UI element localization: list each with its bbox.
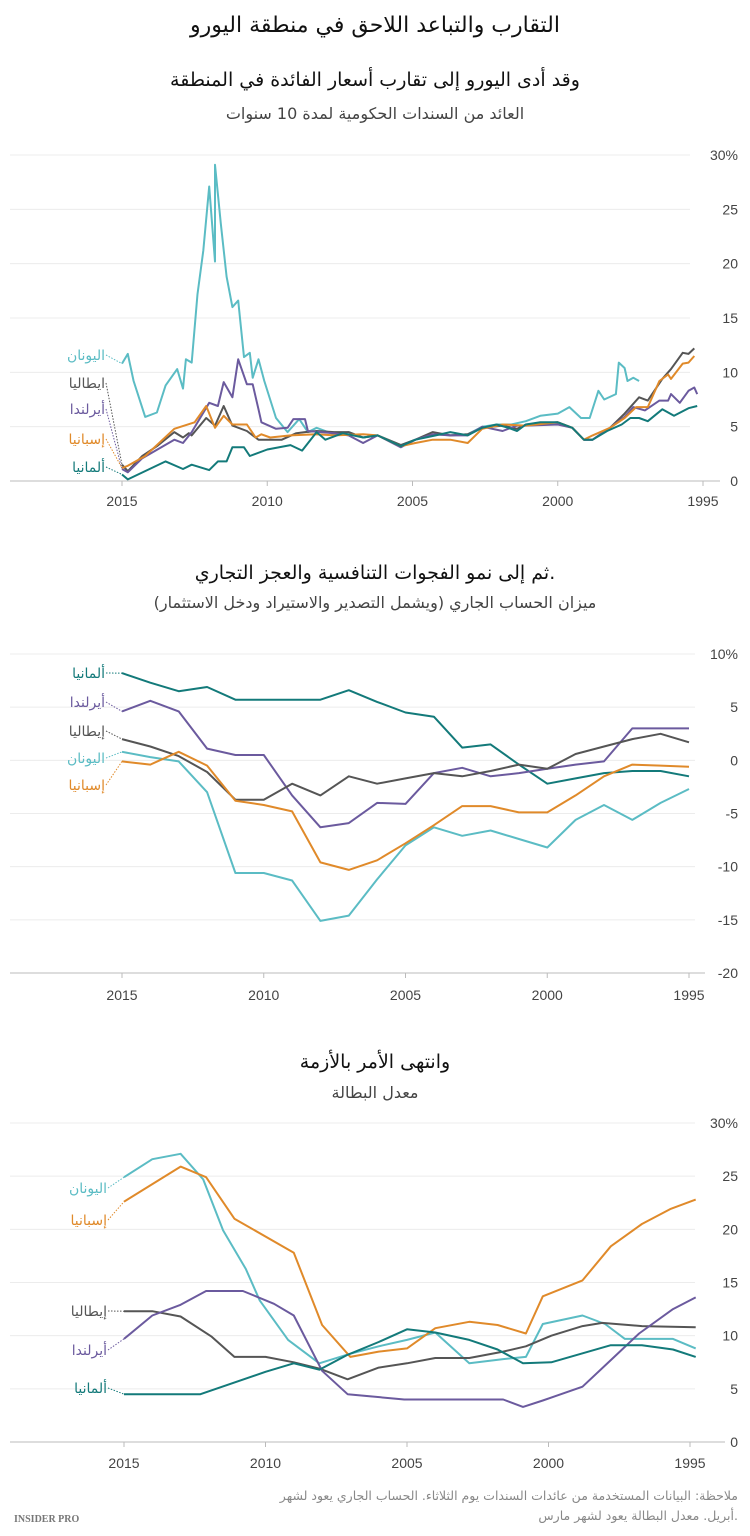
y-tick-label: 30% <box>710 1115 738 1131</box>
y-tick-label: 15 <box>722 1275 738 1291</box>
y-tick-label: 20 <box>722 1221 738 1237</box>
series-label-germany: ألمانيا <box>72 458 105 476</box>
label-leader-line <box>107 1338 125 1351</box>
y-tick-label: 0 <box>730 1434 738 1450</box>
bond-yield-chart: وقد أدى اليورو إلى تقارب أسعار الفائدة ف… <box>10 67 738 509</box>
label-leader-line <box>105 730 123 740</box>
label-leader-line <box>105 382 123 465</box>
chart-subtitle: معدل البطالة <box>332 1083 419 1102</box>
label-leader-line <box>105 354 123 365</box>
insider-pro-logo: INSIDER PRO <box>14 1514 80 1525</box>
series-label-germany: ألمانيا <box>72 664 105 682</box>
x-tick-label: 1995 <box>687 493 718 509</box>
y-tick-label: 10 <box>722 1328 738 1344</box>
series-label-ireland: أيرلندا <box>70 693 105 711</box>
y-tick-label: 5 <box>730 419 738 435</box>
series-line-italy <box>121 732 690 801</box>
unemployment-chart: وانتهى الأمر بالأزمة معدل البطالة 30% 25 2… <box>10 1050 738 1471</box>
label-leader-line <box>105 438 123 469</box>
label-leader-line <box>107 1176 125 1189</box>
x-tick-label: 2010 <box>252 493 283 509</box>
series-line-ireland <box>123 1290 697 1408</box>
x-tick-label: 2000 <box>532 987 563 1003</box>
y-tick-label: 0 <box>730 752 738 768</box>
series-label-spain: إسبانيا <box>71 1213 108 1229</box>
series-label-spain: إسبانيا <box>69 432 106 448</box>
series-label-greece: اليونان <box>67 751 105 767</box>
series-line-germany <box>121 672 690 785</box>
label-leader-line <box>105 466 123 475</box>
series-label-italy: إيطاليا <box>69 724 105 740</box>
footnote-line-2: أبريل. معدل البطالة يعود لشهر مارس. <box>538 1507 738 1524</box>
label-leader-line <box>105 761 123 786</box>
series-label-italy: ايطاليا <box>69 376 105 392</box>
x-tick-label: 2010 <box>250 1455 281 1471</box>
x-tick-label: 1995 <box>673 987 704 1003</box>
x-tick-label: 2000 <box>533 1455 564 1471</box>
series-label-italy: إيطاليا <box>71 1304 107 1320</box>
y-tick-label: 5 <box>730 1381 738 1397</box>
chart-subtitle: ميزان الحساب الجاري (ويشمل التصدير والاس… <box>154 593 597 613</box>
y-tick-label: 10 <box>722 364 738 380</box>
current-account-chart: ثم إلى نمو الفجوات التنافسية والعجز التج… <box>10 562 738 1003</box>
y-tick-label: -10 <box>718 859 738 875</box>
chart-title: ثم إلى نمو الفجوات التنافسية والعجز التج… <box>195 562 555 585</box>
label-leader-line <box>105 701 123 712</box>
chart-title: وانتهى الأمر بالأزمة <box>300 1050 450 1073</box>
y-tick-label: 10% <box>710 646 738 662</box>
series-label-ireland: أيرلندا <box>70 400 105 418</box>
series-label-greece: اليونان <box>69 1181 107 1197</box>
x-tick-label: 2005 <box>390 987 421 1003</box>
x-tick-label: 2005 <box>397 493 428 509</box>
label-leader-line <box>107 1201 125 1221</box>
x-tick-label: 2015 <box>106 987 137 1003</box>
x-tick-label: 2015 <box>108 1455 139 1471</box>
series-label-ireland: أيرلندا <box>72 1341 107 1359</box>
x-tick-label: 2000 <box>542 493 573 509</box>
series-line-ireland <box>121 358 699 474</box>
series-line-spain <box>121 750 690 871</box>
label-leader-line <box>105 751 123 759</box>
footnote-line-1: ملاحظة: البيانات المستخدمة من عائدات الس… <box>279 1488 738 1504</box>
y-tick-label: 5 <box>730 699 738 715</box>
figure-title: التقارب والتباعد اللاحق في منطقة اليورو <box>189 13 560 38</box>
y-tick-label: 20 <box>722 256 738 272</box>
series-line-spain <box>121 355 696 469</box>
series-line-germany <box>124 1328 697 1396</box>
y-tick-label: -5 <box>726 806 739 822</box>
series-label-greece: اليونان <box>67 348 105 364</box>
x-tick-label: 2005 <box>391 1455 422 1471</box>
series-line-greece <box>123 1152 697 1365</box>
y-tick-label: -15 <box>718 912 738 928</box>
y-tick-label: 0 <box>730 473 738 489</box>
y-tick-label: 30% <box>710 147 738 163</box>
y-tick-label: -20 <box>718 965 738 981</box>
series-line-greece <box>121 163 640 447</box>
y-tick-label: 25 <box>722 1168 738 1184</box>
series-line-germany <box>121 405 698 481</box>
chart-title: وقد أدى اليورو إلى تقارب أسعار الفائدة ف… <box>170 67 580 92</box>
series-line-ireland <box>121 699 689 829</box>
y-tick-label: 25 <box>722 201 738 217</box>
series-line-spain <box>123 1165 697 1358</box>
series-line-italy <box>124 1310 696 1381</box>
chart-subtitle: العائد من السندات الحكومية لمدة 10 سنوات <box>226 104 524 124</box>
x-tick-label: 1995 <box>674 1455 705 1471</box>
x-tick-label: 2015 <box>106 493 137 509</box>
label-leader-line <box>105 408 123 470</box>
series-line-greece <box>121 750 690 922</box>
series-label-germany: ألمانيا <box>74 1379 107 1397</box>
x-tick-label: 2010 <box>248 987 279 1003</box>
series-label-spain: إسبانيا <box>69 778 106 794</box>
y-tick-label: 15 <box>722 310 738 326</box>
